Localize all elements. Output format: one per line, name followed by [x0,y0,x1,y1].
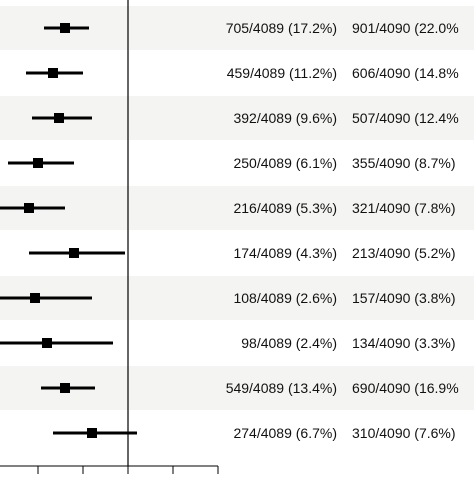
group-a-count: 705/4089 (17.2%) [226,20,337,36]
group-a-count: 549/4089 (13.4%) [226,380,337,396]
group-b-count: 134/4090 (3.3%) [352,335,456,351]
point-estimate [87,428,97,438]
point-estimate [69,248,79,258]
point-estimate [60,383,70,393]
group-a-count: 108/4089 (2.6%) [233,290,337,306]
group-b-count: 901/4090 (22.0% [352,20,459,36]
row-band [0,186,474,230]
group-b-count: 690/4090 (16.9% [352,380,459,396]
point-estimate [24,203,34,213]
group-a-count: 392/4089 (9.6%) [233,110,337,126]
x-axis [0,465,219,474]
group-a-count: 250/4089 (6.1%) [233,155,337,171]
point-estimate [48,68,58,78]
group-a-count: 98/4089 (2.4%) [241,335,337,351]
group-b-count: 507/4090 (12.4% [352,110,459,126]
group-a-count: 174/4089 (4.3%) [233,245,337,261]
group-b-count: 321/4090 (7.8%) [352,200,456,216]
group-a-count: 274/4089 (6.7%) [233,425,337,441]
count-labels: 705/4089 (17.2%) 901/4090 (22.0% 459/4089 … [226,20,459,441]
point-estimate [30,293,40,303]
group-a-count: 216/4089 (5.3%) [233,200,337,216]
group-b-count: 157/4090 (3.8%) [352,290,456,306]
group-b-count: 606/4090 (14.8% [352,65,459,81]
point-estimate [54,113,64,123]
group-b-count: 355/4090 (8.7%) [352,155,456,171]
point-estimate [60,23,70,33]
group-b-count: 310/4090 (7.6%) [352,425,456,441]
group-b-count: 213/4090 (5.2%) [352,245,456,261]
point-estimate [42,338,52,348]
group-a-count: 459/4089 (11.2%) [227,65,337,81]
point-estimate [33,158,43,168]
forest-marks [0,23,137,438]
